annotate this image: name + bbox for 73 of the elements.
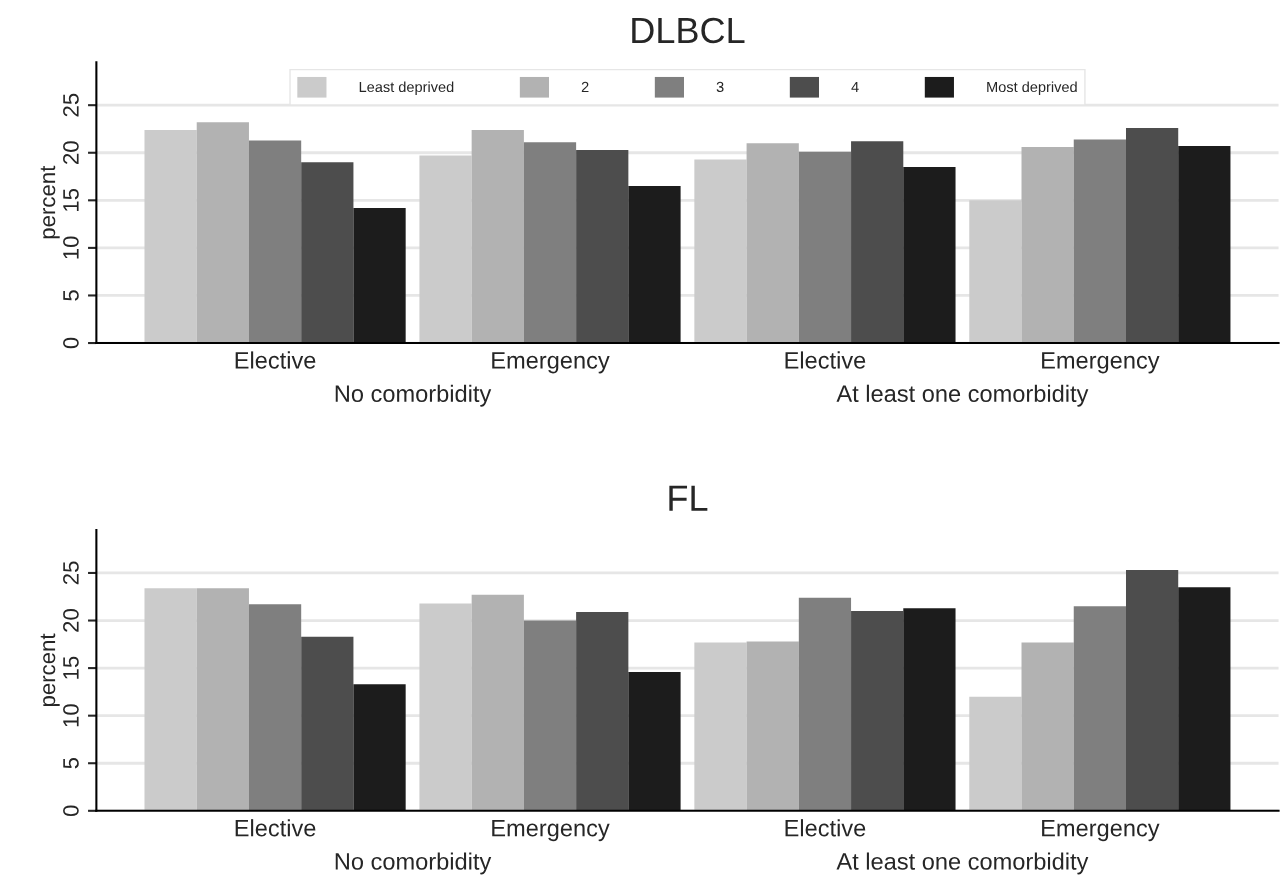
bar xyxy=(523,620,577,811)
legend-label: Most deprived xyxy=(987,81,1077,95)
y-tick-label: 5 xyxy=(63,290,79,301)
bar xyxy=(301,636,354,811)
text: No comorbidity xyxy=(335,384,492,407)
x-tick-label: Elective xyxy=(785,819,866,837)
y-tick-label: 0 xyxy=(63,805,79,817)
bar xyxy=(798,597,852,811)
legend-label: Least deprived xyxy=(359,81,454,95)
bar xyxy=(628,186,681,344)
bar xyxy=(1178,146,1231,344)
x-tick-label: Emergency xyxy=(1042,352,1160,374)
y-tick-label: 10 xyxy=(63,236,79,259)
bar xyxy=(1125,570,1179,811)
y-tick-label: 25 xyxy=(63,561,79,585)
bar xyxy=(576,149,629,344)
text: No comorbidity xyxy=(335,852,492,875)
x-tick-label: Elective xyxy=(235,819,316,837)
bar xyxy=(471,129,524,344)
y-axis-title: percent xyxy=(40,165,60,239)
text: At least one comorbidity xyxy=(836,852,1089,875)
bar xyxy=(576,611,629,811)
bar xyxy=(471,594,524,811)
bar xyxy=(144,129,197,344)
bar xyxy=(1125,128,1179,344)
bar xyxy=(523,142,577,344)
bar xyxy=(419,603,472,811)
y-tick-label: 20 xyxy=(63,609,79,632)
y-tick-label: 15 xyxy=(63,656,79,679)
legend-label: 3 xyxy=(716,81,724,93)
bar xyxy=(903,167,956,344)
bar xyxy=(1073,139,1126,344)
bar xyxy=(419,155,472,344)
bar xyxy=(628,671,681,811)
y-tick-label: 25 xyxy=(63,93,79,117)
bar xyxy=(248,604,302,811)
chart-title: FL xyxy=(669,485,708,511)
bar xyxy=(1178,587,1231,811)
bar xyxy=(746,143,799,344)
bar xyxy=(353,207,406,344)
x-tick-label: Emergency xyxy=(492,352,610,374)
text: At least one comorbidity xyxy=(836,384,1089,407)
bar xyxy=(969,696,1022,811)
bar xyxy=(694,159,747,344)
bar xyxy=(694,642,747,811)
bar xyxy=(903,608,956,811)
chart-title: DLBCL xyxy=(632,17,745,44)
bar xyxy=(144,588,197,811)
x-tick-label: Elective xyxy=(235,351,316,369)
bar xyxy=(1021,642,1074,811)
y-tick-label: 5 xyxy=(63,757,79,769)
bar xyxy=(851,611,904,811)
bar xyxy=(851,141,904,344)
y-tick-label: 20 xyxy=(63,141,79,164)
bar xyxy=(353,684,406,811)
bar xyxy=(196,588,249,811)
bar xyxy=(1073,606,1126,811)
bar xyxy=(746,641,799,811)
bar xyxy=(969,200,1022,344)
y-tick-label: 0 xyxy=(63,337,79,349)
bar xyxy=(1021,147,1074,344)
y-tick-label: 10 xyxy=(63,704,79,727)
legend-label: 4 xyxy=(851,81,859,92)
x-tick-label: Emergency xyxy=(1042,820,1160,842)
y-tick-label: 15 xyxy=(63,188,79,211)
y-axis-title: percent xyxy=(40,633,60,707)
bar xyxy=(196,122,249,344)
x-tick-label: Elective xyxy=(785,351,866,369)
bar xyxy=(301,162,354,344)
bar xyxy=(248,140,302,344)
legend-label: 2 xyxy=(581,81,589,92)
bar xyxy=(798,151,852,344)
x-tick-label: Emergency xyxy=(492,820,610,842)
